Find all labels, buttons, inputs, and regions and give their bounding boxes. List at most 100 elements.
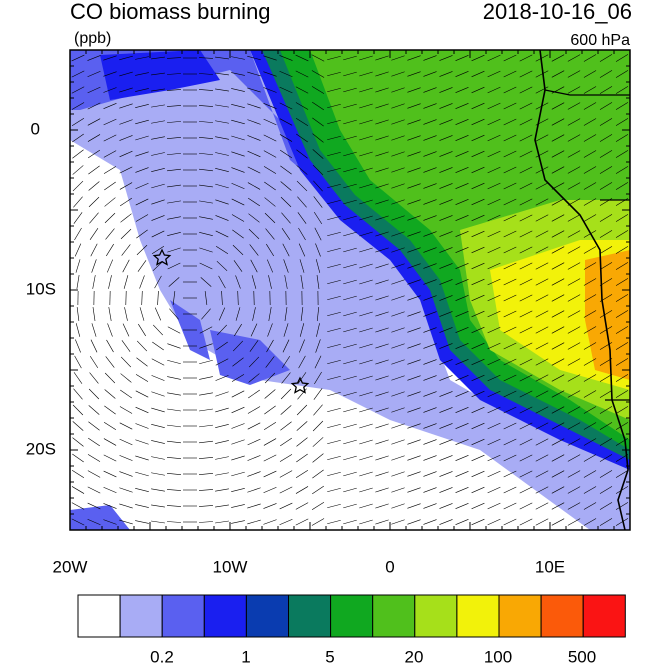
barb <box>71 54 85 62</box>
barb <box>439 439 453 445</box>
barb <box>121 340 131 352</box>
barb <box>407 391 421 397</box>
barb <box>296 453 308 463</box>
barb <box>391 263 405 269</box>
barb <box>314 355 322 369</box>
barb <box>88 196 100 208</box>
barb <box>151 136 165 140</box>
barb <box>375 119 389 125</box>
barb <box>455 279 469 285</box>
barb <box>375 263 389 269</box>
barb <box>535 182 549 190</box>
barb <box>279 454 293 462</box>
barb <box>439 167 453 173</box>
barb <box>89 372 99 384</box>
barb <box>375 455 389 461</box>
barb <box>198 105 214 107</box>
barb <box>471 214 485 222</box>
barb <box>264 197 276 207</box>
barb <box>232 244 244 256</box>
barb <box>599 358 613 366</box>
barb <box>519 70 533 78</box>
barb <box>135 455 149 461</box>
barb <box>327 263 341 269</box>
barb <box>535 422 549 430</box>
barb <box>567 294 581 302</box>
barb <box>172 291 176 305</box>
barb <box>311 70 325 78</box>
barb <box>615 54 629 62</box>
barb <box>250 323 258 337</box>
barb <box>103 470 117 478</box>
barb <box>439 295 453 301</box>
barb <box>151 407 165 413</box>
map-field <box>70 50 630 530</box>
barb <box>299 323 305 337</box>
barb <box>215 504 229 508</box>
barb <box>615 166 629 174</box>
barb <box>567 518 581 526</box>
barb <box>151 183 165 189</box>
barb <box>119 87 133 93</box>
barb <box>583 502 597 510</box>
barb <box>135 104 149 108</box>
barb <box>72 165 84 175</box>
barb <box>439 183 453 189</box>
barb <box>152 260 164 272</box>
barb <box>407 343 421 349</box>
barb <box>71 502 85 510</box>
barb <box>167 359 181 365</box>
barb <box>359 295 373 301</box>
barb <box>282 243 290 257</box>
barb <box>407 215 421 221</box>
barb <box>391 391 405 397</box>
barb <box>247 103 261 109</box>
barb <box>455 455 469 461</box>
barb <box>455 71 469 77</box>
barb <box>407 103 421 109</box>
barb <box>104 212 116 224</box>
barb <box>535 502 549 510</box>
barb <box>359 103 373 109</box>
barb <box>407 311 421 317</box>
barb <box>423 455 437 461</box>
barb <box>583 438 597 446</box>
barb <box>198 521 214 523</box>
barb <box>327 135 341 141</box>
barb <box>487 422 501 430</box>
barb <box>471 518 485 526</box>
barb <box>359 423 373 429</box>
barb <box>487 310 501 318</box>
barb <box>551 470 565 478</box>
barb <box>297 212 307 224</box>
barb <box>343 103 357 109</box>
barb <box>343 503 357 509</box>
barb <box>104 372 116 384</box>
barb <box>423 439 437 445</box>
barb <box>439 215 453 221</box>
barb <box>375 375 389 381</box>
barb <box>391 103 405 109</box>
barb <box>599 278 613 286</box>
barb <box>231 56 245 60</box>
barb <box>295 469 309 479</box>
barb <box>231 487 245 493</box>
barb <box>299 339 305 353</box>
barb <box>231 423 245 429</box>
barb <box>343 375 357 381</box>
barb <box>71 118 85 126</box>
barb <box>567 278 581 286</box>
barb <box>247 119 261 125</box>
barb <box>92 275 96 289</box>
barb <box>264 389 276 399</box>
barb <box>519 454 533 462</box>
barb <box>487 342 501 350</box>
barb <box>327 391 341 397</box>
barb <box>439 391 453 397</box>
barb <box>280 437 292 447</box>
barb <box>74 227 82 241</box>
barb <box>105 228 115 240</box>
barb <box>343 487 357 493</box>
barb <box>199 440 213 444</box>
